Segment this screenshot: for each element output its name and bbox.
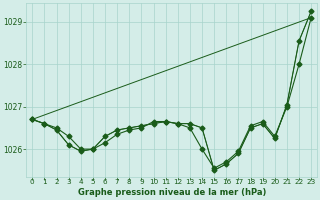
X-axis label: Graphe pression niveau de la mer (hPa): Graphe pression niveau de la mer (hPa) (77, 188, 266, 197)
